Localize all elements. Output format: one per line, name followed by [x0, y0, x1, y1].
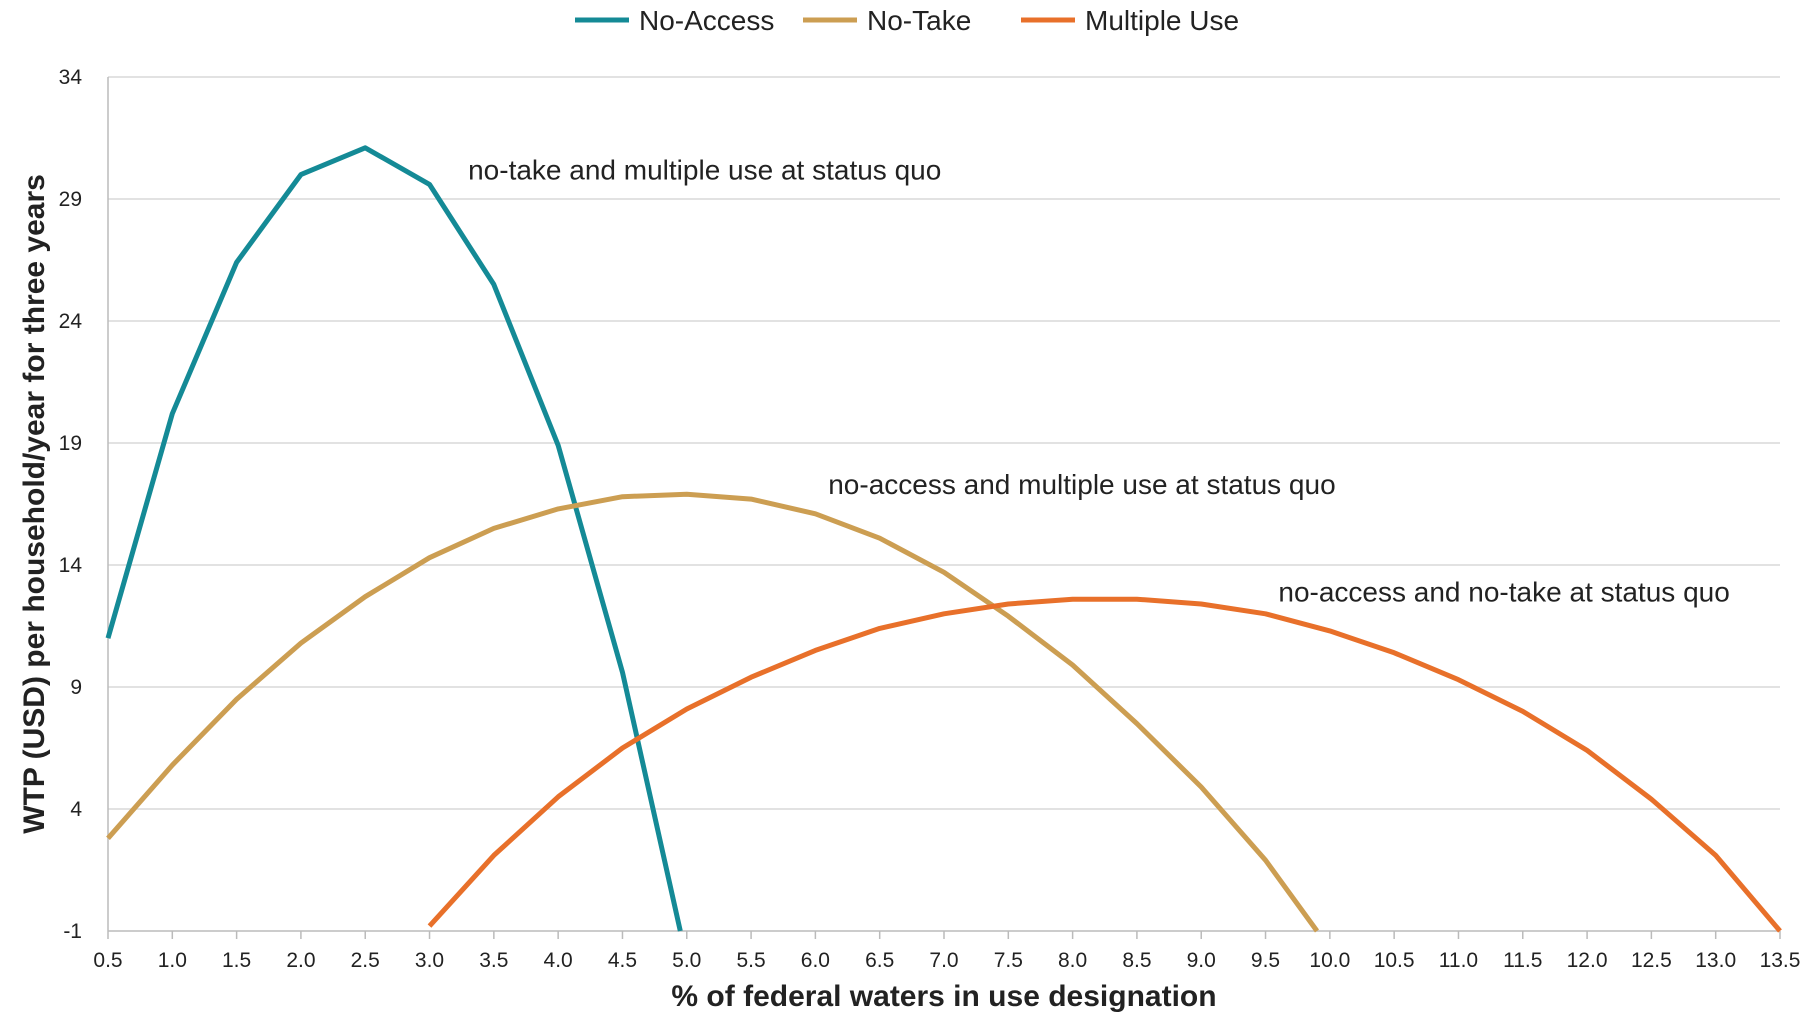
x-tick-label: 1.5 — [222, 949, 251, 972]
y-tick-label: 29 — [59, 188, 82, 211]
x-tick-label: 10.5 — [1374, 949, 1415, 972]
y-tick-labels: 34 29 24 19 14 9 4 -1 — [59, 66, 83, 943]
x-tick-label: 8.5 — [1122, 949, 1151, 972]
y-tick-label: 14 — [59, 554, 83, 577]
x-tick-label: 3.0 — [415, 949, 444, 972]
x-tick-label: 0.5 — [93, 949, 122, 972]
x-tick-label: 9.0 — [1187, 949, 1216, 972]
x-tick-label: 2.0 — [286, 949, 315, 972]
series-lines — [105, 145, 1782, 933]
y-tick-label: 9 — [70, 676, 82, 699]
x-tick-label: 8.0 — [1058, 949, 1087, 972]
x-tick-label: 11.0 — [1439, 949, 1478, 972]
x-axis-title: % of federal waters in use designation — [671, 980, 1216, 1013]
y-tick-label: 4 — [70, 798, 82, 821]
y-tick-label: 19 — [59, 432, 82, 455]
y-axis-title: WTP (USD) per household/year for three y… — [18, 174, 51, 834]
x-tick-label: 9.5 — [1251, 949, 1280, 972]
x-tick-label: 10.0 — [1309, 949, 1350, 972]
x-tick-label: 1.0 — [158, 949, 187, 972]
x-tick-label: 5.5 — [736, 949, 765, 972]
y-tick-label: 24 — [59, 310, 83, 333]
x-tick-label: 7.5 — [994, 949, 1023, 972]
x-tick-label: 4.5 — [608, 949, 637, 972]
x-tick-label: 13.5 — [1760, 949, 1801, 972]
x-tick-label: 7.0 — [929, 949, 958, 972]
legend: No-Access No-Take Multiple Use — [575, 5, 1239, 36]
annotations: no-take and multiple use at status quo no… — [468, 154, 1730, 607]
series-line-no-take — [106, 491, 1320, 933]
y-tick-label: -1 — [63, 920, 82, 943]
series-line-multiple-use — [427, 596, 1782, 933]
x-tick-label: 13.0 — [1695, 949, 1736, 972]
x-tick-label: 12.5 — [1631, 949, 1672, 972]
gridlines — [108, 76, 1780, 810]
legend-label-no-take: No-Take — [867, 5, 971, 36]
x-tick-label: 11.5 — [1503, 949, 1542, 972]
x-tick-labels: 0.5 1.0 1.5 2.0 2.5 3.0 3.5 4.0 4.5 5.0 5.5 6.0 6.5 7… — [93, 931, 1800, 972]
y-tick-label: 34 — [59, 66, 83, 89]
x-tick-label: 4.0 — [544, 949, 573, 972]
annotation-label: no-take and multiple use at status quo — [468, 154, 941, 185]
x-tick-label: 5.0 — [672, 949, 701, 972]
legend-label-multiple-use: Multiple Use — [1085, 5, 1239, 36]
axes — [107, 77, 1780, 932]
x-tick-label: 6.5 — [865, 949, 894, 972]
x-tick-label: 12.0 — [1567, 949, 1608, 972]
x-tick-label: 3.5 — [479, 949, 508, 972]
series-line-no-access — [105, 145, 683, 932]
annotation-label: no-access and no-take at status quo — [1278, 577, 1729, 608]
x-tick-label: 6.0 — [801, 949, 830, 972]
x-tick-label: 2.5 — [351, 949, 380, 972]
annotation-label: no-access and multiple use at status quo — [828, 469, 1335, 500]
legend-label-no-access: No-Access — [639, 5, 774, 36]
